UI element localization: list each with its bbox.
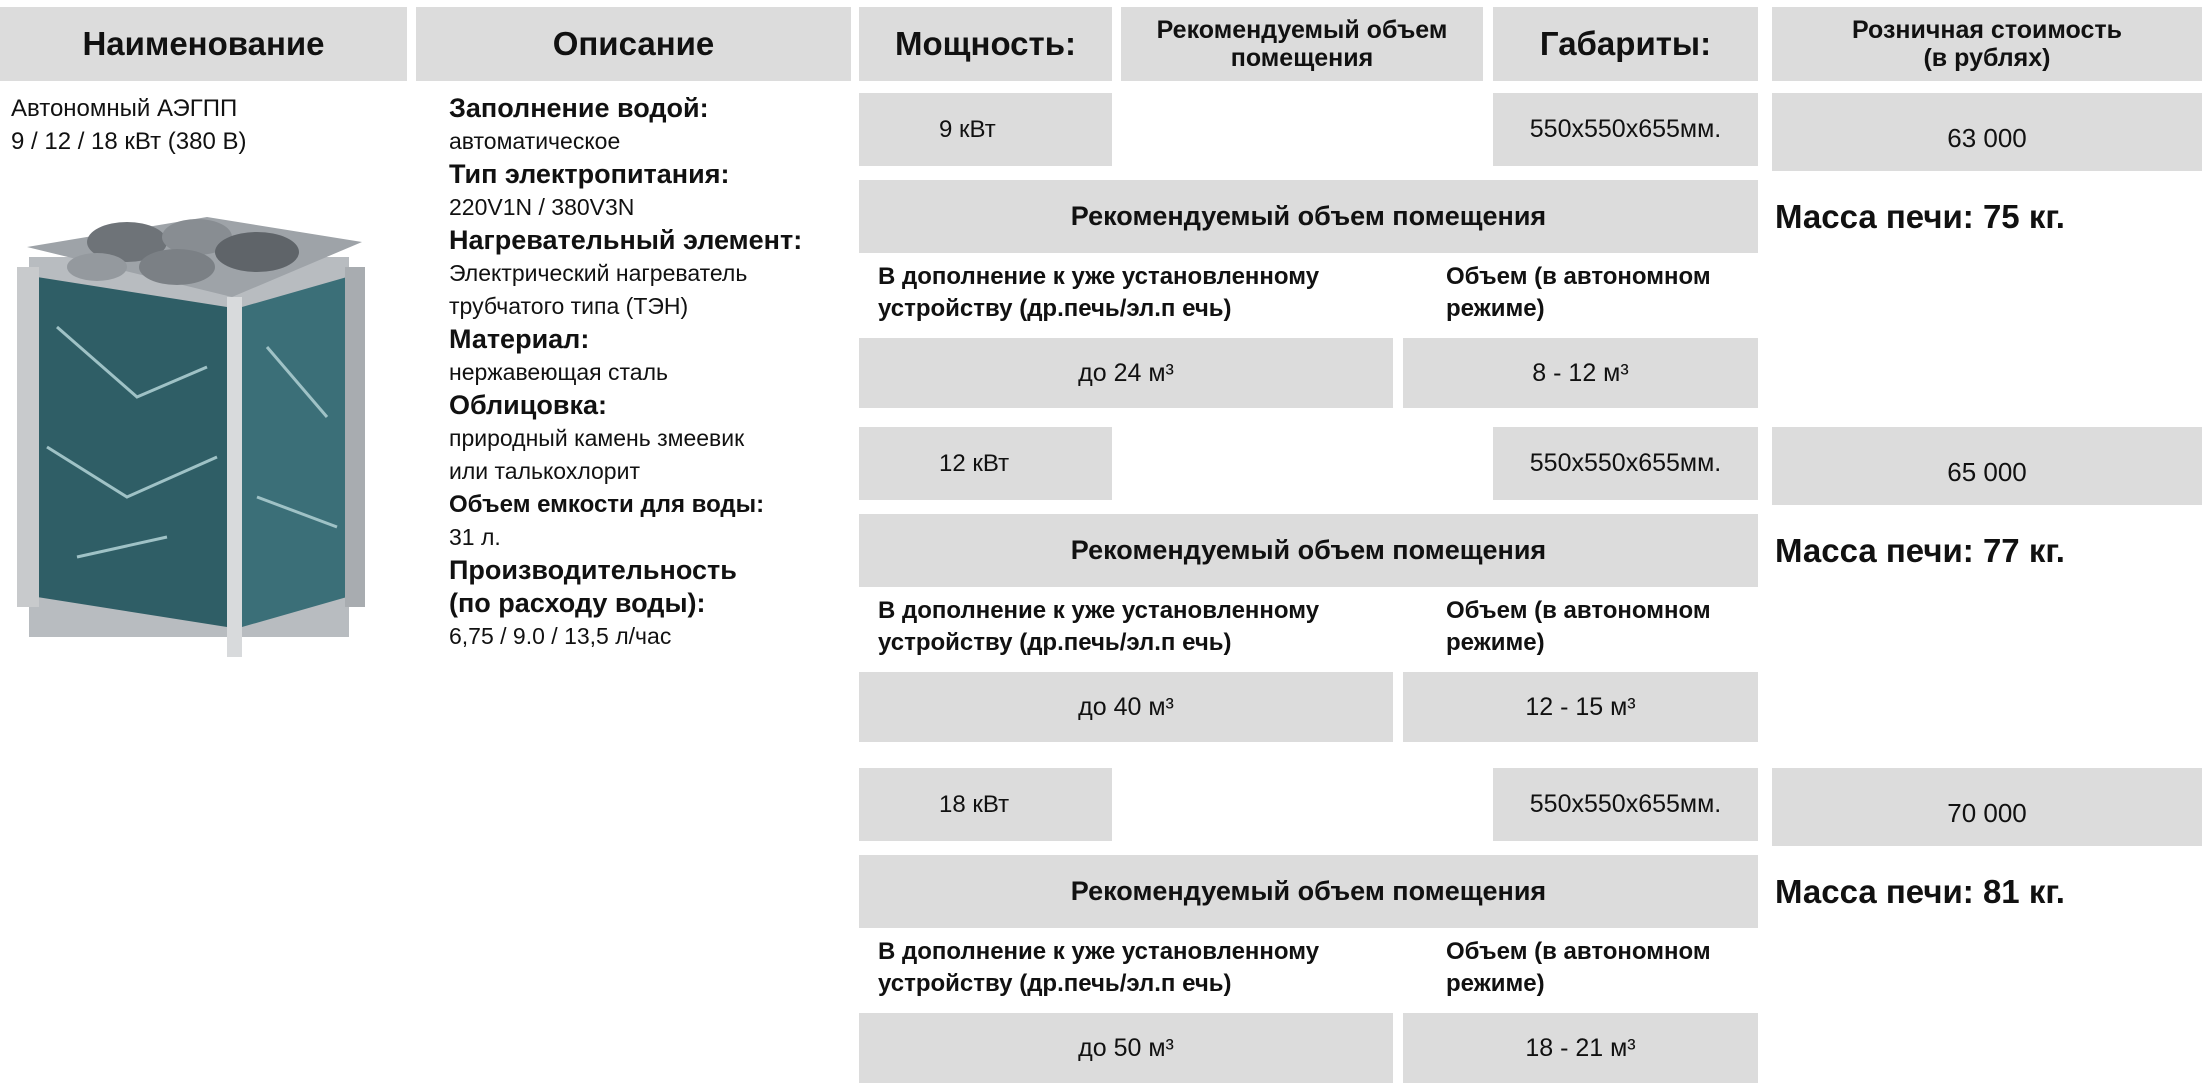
power-cell: 12 кВт <box>859 427 1112 500</box>
desc-label: (по расходу воды): <box>449 587 802 620</box>
volume: до 40 м³ <box>1078 693 1174 722</box>
desc-value: или талькохлорит <box>449 455 802 488</box>
power-cell: 18 кВт <box>859 768 1112 841</box>
subheader: В дополнение к уже установленному <box>878 595 1319 627</box>
name-line: Автономный АЭГПП <box>11 92 247 125</box>
volume: до 50 м³ <box>1078 1034 1174 1063</box>
section-cell: Рекомендуемый объем помещения <box>859 855 1758 928</box>
volume-cell: 12 - 15 м³ <box>1403 672 1758 742</box>
mass: Масса печи: 75 кг. <box>1775 198 2065 236</box>
volume: 8 - 12 м³ <box>1532 359 1628 388</box>
subheader: Объем (в автономном <box>1446 936 1711 968</box>
price: 70 000 <box>1947 798 2027 829</box>
volume: 18 - 21 м³ <box>1525 1034 1635 1063</box>
desc-value: 31 л. <box>449 521 802 554</box>
dimensions: 550х550х655мм. <box>1530 790 1721 819</box>
volume-cell: 18 - 21 м³ <box>1403 1013 1758 1083</box>
desc-label: Заполнение водой: <box>449 92 802 125</box>
volume-cell: 8 - 12 м³ <box>1403 338 1758 408</box>
header-text: Наименование <box>82 26 324 62</box>
header-cell: Мощность: <box>859 7 1112 81</box>
dimensions: 550х550х655мм. <box>1530 115 1721 144</box>
volume-cell: до 50 м³ <box>859 1013 1393 1083</box>
subheader: Объем (в автономном <box>1446 595 1711 627</box>
volume-cell: до 40 м³ <box>859 672 1393 742</box>
desc-value: природный камень змеевик <box>449 422 802 455</box>
volume: 12 - 15 м³ <box>1525 693 1635 722</box>
power-cell: 9 кВт <box>859 93 1112 166</box>
subheader: Объем (в автономном <box>1446 261 1711 293</box>
desc-label: Нагревательный элемент: <box>449 224 802 257</box>
mass: Масса печи: 81 кг. <box>1775 873 2065 911</box>
header-cell: Габариты: <box>1493 7 1758 81</box>
price: 65 000 <box>1947 457 2027 488</box>
desc-label: Материал: <box>449 323 802 356</box>
dimensions: 550х550х655мм. <box>1530 449 1721 478</box>
volume-cell: до 24 м³ <box>859 338 1393 408</box>
dimensions-cell: 550х550х655мм. <box>1493 768 1758 841</box>
price-cell: 65 000 <box>1772 427 2202 505</box>
desc-value: трубчатого типа (ТЭН) <box>449 290 802 323</box>
desc-value: нержавеющая сталь <box>449 356 802 389</box>
header-text: Розничная стоимость <box>1852 16 2122 44</box>
header-text: (в рублях) <box>1923 44 2050 72</box>
subheader: В дополнение к уже установленному <box>878 261 1319 293</box>
subheader: режиме) <box>1446 293 1711 325</box>
header-cell: Наименование <box>0 7 407 81</box>
mass: Масса печи: 75 кг. <box>1775 198 2065 236</box>
stove-image <box>17 197 369 659</box>
header-text: помещения <box>1231 44 1374 72</box>
section-cell: Рекомендуемый объем помещения <box>859 180 1758 253</box>
section-title: Рекомендуемый объем помещения <box>1071 876 1546 907</box>
name-line: 9 / 12 / 18 кВт (380 В) <box>11 125 247 158</box>
header-cell: Розничная стоимость(в рублях) <box>1772 7 2202 81</box>
dimensions-cell: 550х550х655мм. <box>1493 93 1758 166</box>
subheader: устройству (др.печь/эл.п ечь) <box>878 627 1319 659</box>
desc-label: Облицовка: <box>449 389 802 422</box>
dimensions-cell: 550х550х655мм. <box>1493 427 1758 500</box>
subheader: режиме) <box>1446 627 1711 659</box>
subheader: режиме) <box>1446 968 1711 1000</box>
header-text: Описание <box>553 26 715 62</box>
mass: Масса печи: 77 кг. <box>1775 532 2065 570</box>
power: 9 кВт <box>939 116 1112 144</box>
desc-label: Объем емкости для воды: <box>449 488 802 521</box>
price-cell: 70 000 <box>1772 768 2202 846</box>
subheader: устройству (др.печь/эл.п ечь) <box>878 968 1319 1000</box>
header-text: Габариты: <box>1540 26 1711 62</box>
section-cell: Рекомендуемый объем помещения <box>859 514 1758 587</box>
mass: Масса печи: 81 кг. <box>1775 873 2065 911</box>
header-text: Мощность: <box>895 26 1076 62</box>
section-title: Рекомендуемый объем помещения <box>1071 201 1546 232</box>
page: Наименование Описание Мощность: Рекомендуем… <box>0 0 2202 1083</box>
desc-value: 6,75 / 9.0 / 13,5 л/час <box>449 620 802 653</box>
section-title: Рекомендуемый объем помещения <box>1071 535 1546 566</box>
volume: до 24 м³ <box>1078 359 1174 388</box>
desc-value: Электрический нагреватель <box>449 257 802 290</box>
header-cell: Описание <box>416 7 851 81</box>
subheader: устройству (др.печь/эл.п ечь) <box>878 293 1319 325</box>
header-text: Рекомендуемый объем <box>1157 16 1448 44</box>
desc-label: Тип электропитания: <box>449 158 802 191</box>
power: 18 кВт <box>939 791 1112 819</box>
price: 63 000 <box>1947 123 2027 154</box>
power: 12 кВт <box>939 450 1112 478</box>
mass: Масса печи: 77 кг. <box>1775 532 2065 570</box>
desc-value: 220V1N / 380V3N <box>449 191 802 224</box>
desc-value: автоматическое <box>449 125 802 158</box>
subheader: В дополнение к уже установленному <box>878 936 1319 968</box>
desc-label: Производительность <box>449 554 802 587</box>
price-cell: 63 000 <box>1772 93 2202 171</box>
